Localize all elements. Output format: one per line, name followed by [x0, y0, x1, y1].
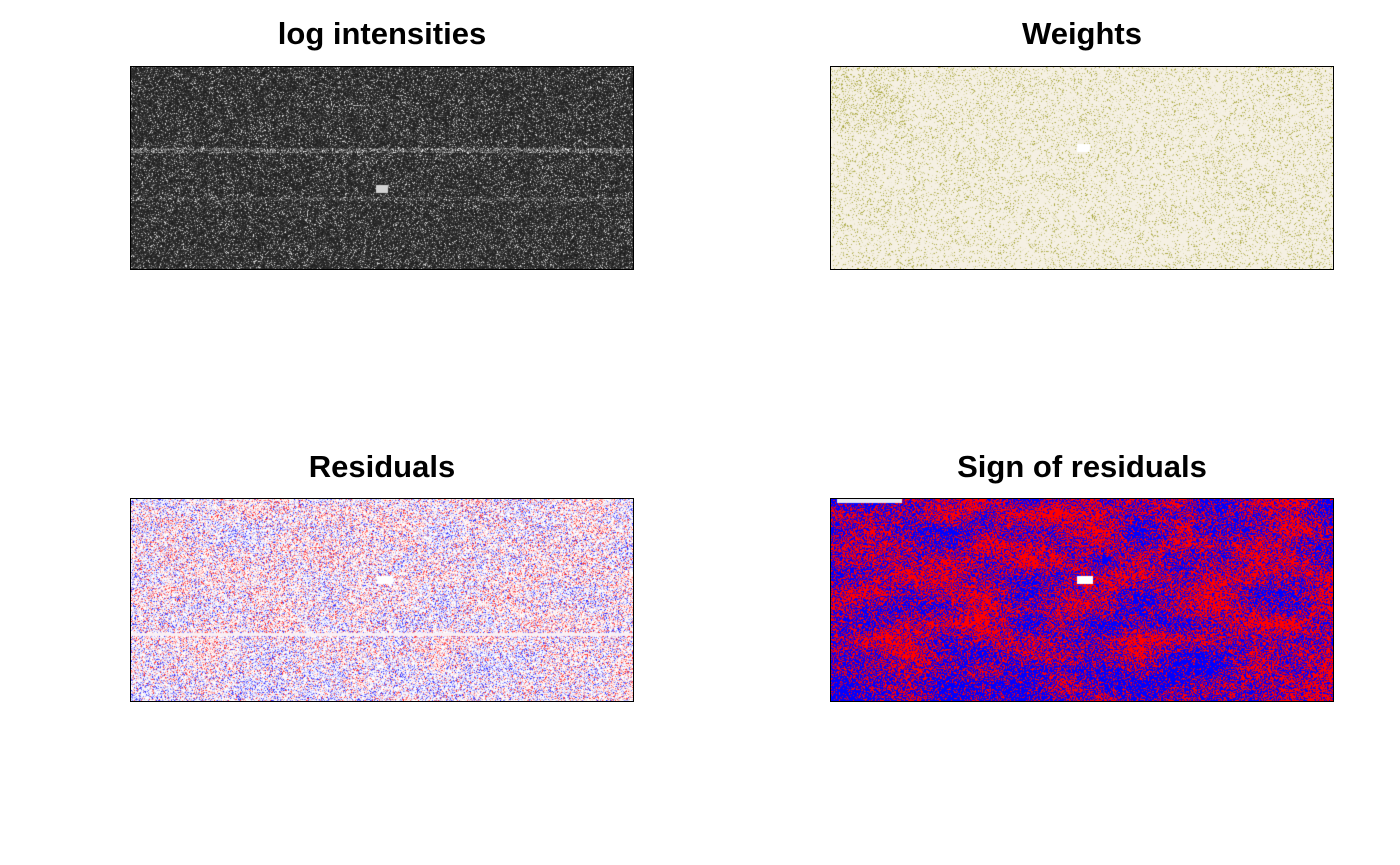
- sign-of-residuals-title: Sign of residuals: [957, 449, 1207, 484]
- residuals-title: Residuals: [308, 449, 456, 484]
- log-intensities-title: log intensities: [277, 16, 487, 51]
- weights-heatmap: [830, 66, 1334, 270]
- log-intensities-heatmap: [130, 66, 634, 270]
- residuals-heatmap: [130, 498, 634, 702]
- sign-of-residuals-heatmap: [830, 498, 1334, 702]
- weights-title: Weights: [1022, 16, 1142, 51]
